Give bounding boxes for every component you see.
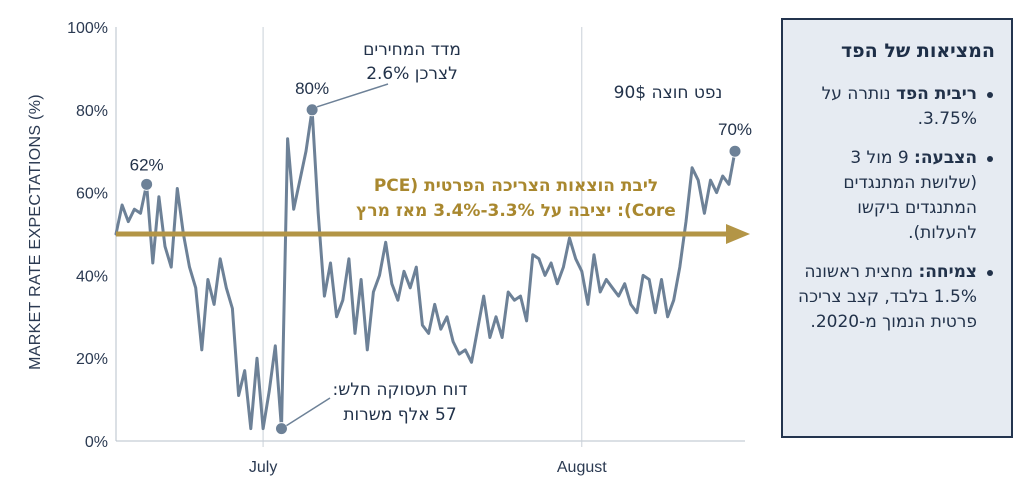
jobs-note-line1: דוח תעסוקה חלש: (332, 380, 467, 400)
y-tick-label: 80% (76, 103, 108, 120)
panel-item-rate: ריבית הפד נותרה על 3.75%. (797, 82, 995, 132)
panel-item-text: מחצית ראשונה 1.5% בלבד, קצב צריכה פרטית … (798, 262, 977, 332)
panel-item-lead: הצבעה: (914, 148, 977, 168)
y-tick-label: 100% (67, 20, 108, 37)
axis-ticks: 0% 20% 40% 60% 80% 100% July August (67, 20, 607, 476)
x-tick-label: July (249, 459, 277, 476)
annotation-label: 62% (130, 155, 164, 174)
panel-item-text: נותרה על 3.75%. (821, 84, 977, 129)
jobs-report-marker (274, 422, 288, 436)
cpi-note-line2: לצרכן 2.6% (366, 64, 458, 84)
series-line (114, 108, 737, 431)
cpi-note-line1: מדד המחירים (363, 40, 461, 60)
pce-arrow (116, 224, 750, 244)
oil-note: נפט חוצה 90$ (614, 83, 723, 103)
series-layer (114, 108, 737, 431)
annotation-marker (140, 177, 154, 191)
panel-item-lead: צמיחה: (918, 262, 977, 282)
annotation-label: 70% (718, 120, 752, 139)
annotation-marker (305, 103, 319, 117)
panel-item-text: 9 מול 3 (שלושת המתנגדים המתנגדים ביקשו ל… (843, 148, 977, 243)
panel-item-lead: ריבית הפד (896, 84, 977, 104)
annotations: 62% 80% 70% (130, 79, 752, 436)
panel-list: ריבית הפד נותרה על 3.75%. הצבעה: 9 מול 3… (797, 82, 995, 335)
fed-reality-panel: המציאות של הפד ריבית הפד נותרה על 3.75%.… (781, 18, 1013, 438)
rate-expectations-chart: 0% 20% 40% 60% 80% 100% July August MARKET RATE… (27, 20, 752, 476)
pce-arrow-head (726, 224, 750, 244)
y-axis-title: MARKET RATE EXPECTATIONS (%) (27, 94, 44, 370)
jobs-note-line2: 57 אלף משרות (343, 405, 456, 425)
pce-label-line2: Core): יציבה על 3.3%-3.4% מאז מרץ (356, 201, 676, 221)
annotation-marker (728, 144, 742, 158)
panel-item-growth: צמיחה: מחצית ראשונה 1.5% בלבד, קצב צריכה… (797, 260, 995, 335)
panel-title: המציאות של הפד (841, 40, 995, 62)
annotation-label: 80% (295, 79, 329, 98)
pce-label-line1: ליבת הוצאות הצריכה הפרטית (PCE (374, 176, 658, 196)
y-tick-label: 0% (85, 434, 108, 451)
panel-item-vote: הצבעה: 9 מול 3 (שלושת המתנגדים המתנגדים … (797, 146, 995, 246)
y-tick-label: 60% (76, 186, 108, 203)
y-tick-label: 20% (76, 351, 108, 368)
cpi-leader-line (316, 83, 389, 108)
y-tick-label: 40% (76, 268, 108, 285)
jobs-leader-line (286, 397, 331, 427)
x-tick-label: August (557, 459, 607, 476)
